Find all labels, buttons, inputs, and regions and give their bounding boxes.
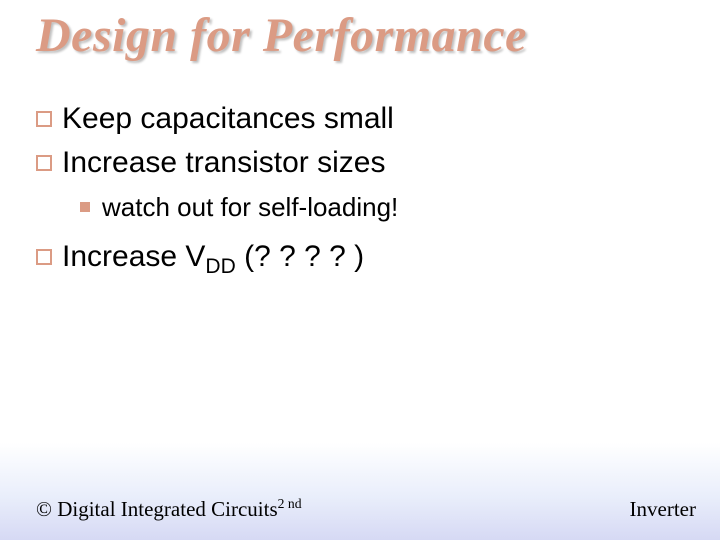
subscript-text: DD <box>205 255 235 278</box>
bullet-text: Increase transistor sizes <box>62 144 385 182</box>
content-area: Keep capacitances small Increase transis… <box>36 100 676 286</box>
bullet-text: Increase VDD (? ? ? ? ) <box>62 238 364 280</box>
bullet-text: Keep capacitances small <box>62 100 394 138</box>
bullet-text: watch out for self-loading! <box>102 191 398 224</box>
bullet-item-2: Increase transistor sizes <box>36 144 676 182</box>
bullet-item-1: Keep capacitances small <box>36 100 676 138</box>
bullet-text-pre: Increase V <box>62 240 205 273</box>
square-outline-icon <box>36 155 52 171</box>
slide-title: Design for Performance <box>36 8 527 63</box>
bullet-sub-item: watch out for self-loading! <box>80 191 676 224</box>
footer-left: © Digital Integrated Circuits2 nd <box>36 496 302 522</box>
bullet-text-post: (? ? ? ? ) <box>236 240 364 273</box>
bullet-item-3: Increase VDD (? ? ? ? ) <box>36 238 676 280</box>
square-outline-icon <box>36 111 52 127</box>
square-fill-icon <box>80 202 90 212</box>
square-outline-icon <box>36 249 52 265</box>
footer-right: Inverter <box>630 497 696 522</box>
slide-container: Design for Performance Keep capacitances… <box>0 0 720 540</box>
copyright-text: © Digital Integrated Circuits <box>36 497 278 521</box>
superscript-text: 2 nd <box>278 496 302 511</box>
